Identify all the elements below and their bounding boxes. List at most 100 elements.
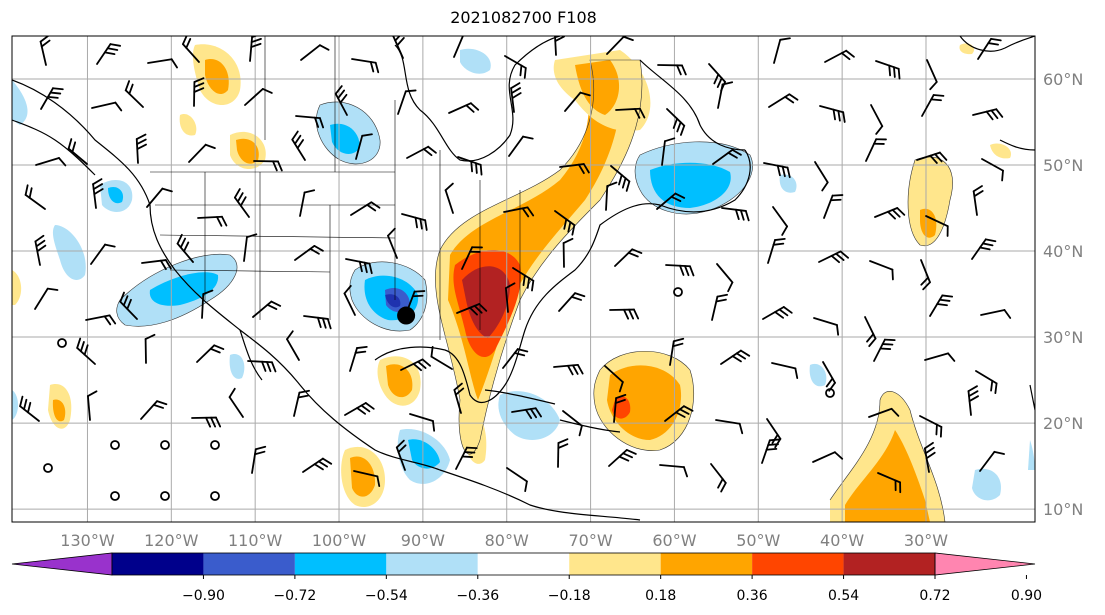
wind-barb xyxy=(553,36,565,56)
colorbar-tick-label: 0.54 xyxy=(828,588,859,604)
wind-barb xyxy=(559,163,590,175)
colorbar-tick-label: 0.72 xyxy=(919,588,950,604)
wind-barb xyxy=(392,36,405,59)
wind-barb xyxy=(971,238,997,260)
wind-barb xyxy=(818,250,850,264)
wind-barb xyxy=(657,64,687,76)
wind-barb xyxy=(430,345,453,370)
wind-barb xyxy=(814,161,829,192)
wind-barb xyxy=(409,413,436,432)
latitude-label: 20°N xyxy=(1043,414,1083,433)
wind-barb xyxy=(176,233,194,263)
longitude-label: 70°W xyxy=(568,531,612,550)
colorbar-tick-label: −0.90 xyxy=(182,588,225,604)
wind-barb xyxy=(19,395,40,422)
wind-barb xyxy=(823,194,844,219)
longitude-label: 30°W xyxy=(904,531,948,550)
colorbar-segment xyxy=(112,553,204,575)
wind-barb xyxy=(502,348,529,369)
wind-barb xyxy=(506,467,528,493)
calm-wind-circle xyxy=(673,287,683,297)
wind-barb xyxy=(980,309,1012,319)
wind-barb xyxy=(510,82,522,113)
wind-barb xyxy=(119,291,138,320)
wind-barb xyxy=(919,415,943,438)
calm-wind-circle xyxy=(57,338,67,348)
latitude-label: 60°N xyxy=(1043,70,1083,89)
wind-barb xyxy=(921,94,945,117)
longitude-label: 90°W xyxy=(401,531,445,550)
calm-wind-circle xyxy=(110,491,120,501)
wind-barb xyxy=(191,416,222,428)
longitude-label: 130°W xyxy=(60,531,115,550)
longitude-label: 40°W xyxy=(820,531,864,550)
wind-barb xyxy=(300,44,330,61)
latitude-label: 40°N xyxy=(1043,242,1083,261)
wind-barb xyxy=(249,36,263,62)
colorbar-segment xyxy=(294,553,387,575)
colorbar-segment xyxy=(203,553,295,575)
wind-barb xyxy=(615,107,646,119)
wind-barb xyxy=(87,390,98,421)
wind-barb xyxy=(76,337,96,365)
wind-barb xyxy=(763,162,791,179)
wind-barb xyxy=(295,115,325,129)
wind-barb xyxy=(659,464,689,478)
wind-barb xyxy=(453,36,465,58)
wind-barb xyxy=(344,402,375,416)
latitude-label: 30°N xyxy=(1043,328,1083,347)
wind-barb xyxy=(967,385,979,416)
wind-barb xyxy=(562,237,574,268)
wind-barb xyxy=(868,407,900,418)
wind-barb xyxy=(146,187,173,208)
wind-barb xyxy=(141,259,172,271)
wind-barb xyxy=(182,36,200,63)
calm-wind-circle xyxy=(160,491,170,501)
wind-barb xyxy=(564,91,591,112)
wind-barb xyxy=(554,210,576,236)
wind-barb xyxy=(508,135,534,157)
wind-barb xyxy=(253,160,283,172)
map-title: 2021082700 F108 xyxy=(450,8,597,27)
wind-barb xyxy=(343,284,356,316)
coastlines xyxy=(12,36,1035,521)
latitude-label: 50°N xyxy=(1043,156,1083,175)
wind-barb xyxy=(395,439,407,471)
wind-barb xyxy=(387,227,398,259)
wind-barb xyxy=(24,184,46,210)
wind-barb xyxy=(664,405,694,422)
wind-barb xyxy=(869,260,894,281)
wind-barb xyxy=(140,400,168,420)
wind-barb xyxy=(34,287,59,310)
calm-wind-circle xyxy=(210,440,220,450)
wind-barb xyxy=(353,470,381,487)
wind-barb xyxy=(604,365,624,393)
wind-barb xyxy=(708,63,726,92)
colorbar-tick-label: −0.54 xyxy=(365,588,408,604)
wind-barb xyxy=(873,338,896,362)
colorbar-segment xyxy=(843,553,935,575)
wind-barb xyxy=(920,259,931,291)
wind-barb xyxy=(349,345,368,372)
colorbar-tick-label: −0.36 xyxy=(456,588,499,604)
wind-barb xyxy=(401,213,428,231)
colorbar-tick-label: −0.18 xyxy=(548,588,591,604)
wind-barb xyxy=(553,364,584,376)
wind-barb xyxy=(243,233,258,262)
wind-barb xyxy=(822,361,836,392)
wind-barb xyxy=(771,362,799,379)
wind-barb xyxy=(457,156,483,176)
wind-barb xyxy=(877,472,902,494)
wind-barb xyxy=(355,133,373,160)
wind-barb xyxy=(666,108,686,136)
wind-barb xyxy=(35,157,67,167)
wind-barb xyxy=(761,438,781,464)
wind-barb xyxy=(351,58,380,74)
wind-barb xyxy=(455,446,478,470)
wind-barb xyxy=(613,393,627,423)
wind-barb xyxy=(768,93,799,108)
wind-barb xyxy=(711,293,728,321)
colorbar-segment xyxy=(660,553,753,575)
wind-barb xyxy=(90,243,116,265)
wind-barb xyxy=(614,248,643,267)
